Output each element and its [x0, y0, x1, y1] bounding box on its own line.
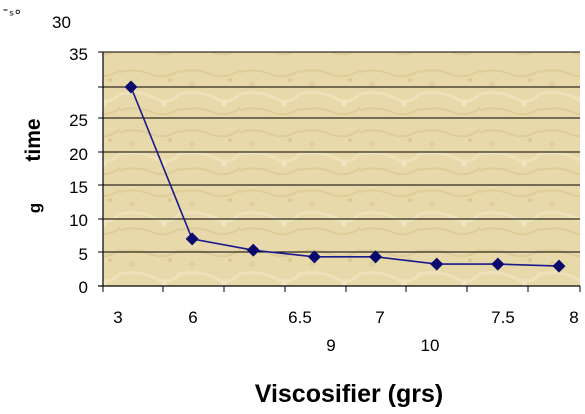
y-tick-labels: 0 5 10 15 20 25 35 30 [52, 13, 88, 297]
gridlines [103, 51, 580, 253]
corner-fragment: ¯ˢ° [2, 8, 21, 24]
x-axis-title: Viscosifier (grs) [255, 380, 444, 408]
y-axis-title-fragment: g [25, 203, 44, 213]
x-tick-label: 6 [188, 308, 197, 327]
data-point [491, 257, 505, 271]
y-tick-label: 20 [69, 145, 88, 164]
data-point [124, 80, 138, 94]
x-tick-label: 7 [375, 308, 384, 327]
data-point [430, 257, 444, 271]
y-tick-label: 30 [52, 13, 71, 32]
y-tick-label: 5 [79, 245, 88, 264]
x-tick-labels: 3 6 6.5 7 7.5 8 9 10 [113, 308, 578, 355]
data-point [246, 243, 260, 257]
y-axis-title: time [22, 118, 45, 161]
y-tick-label: 35 [69, 45, 88, 64]
x-axis-ticks [102, 286, 581, 292]
x-tick-label: 3 [113, 308, 122, 327]
data-point [552, 259, 566, 273]
y-tick-label: 0 [79, 278, 88, 297]
y-tick-label: 25 [69, 111, 88, 130]
data-point [307, 250, 321, 264]
x-tick-label: 8 [569, 308, 578, 327]
y-axis-ticks [98, 51, 103, 287]
y-tick-label: 15 [69, 178, 88, 197]
series-line [130, 86, 560, 267]
series-layer [124, 80, 566, 273]
data-point [185, 232, 199, 246]
plot-area [103, 52, 580, 286]
x-tick-label: 7.5 [491, 308, 515, 327]
x-tick-label: 10 [421, 336, 440, 355]
y-tick-label: 10 [69, 211, 88, 230]
data-point [369, 250, 383, 264]
x-tick-label: 9 [326, 336, 335, 355]
x-tick-label: 6.5 [288, 308, 312, 327]
